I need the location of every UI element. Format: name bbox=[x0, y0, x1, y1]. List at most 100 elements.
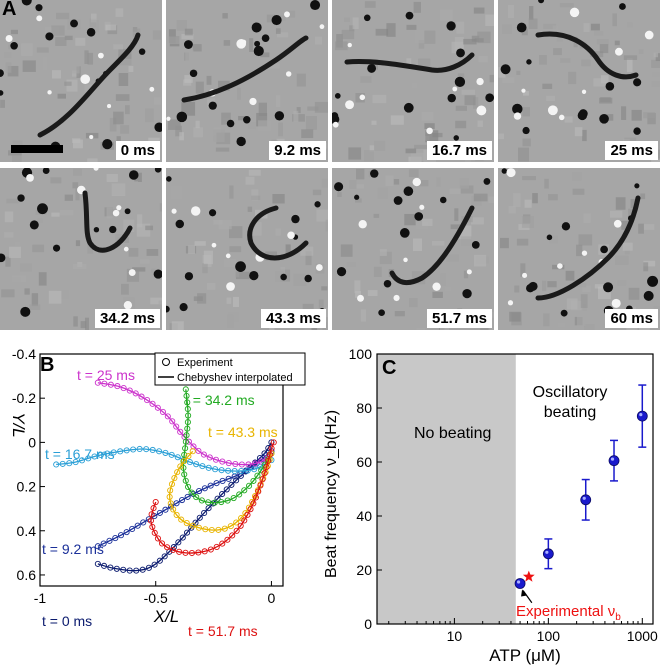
experiment-marker bbox=[184, 399, 191, 406]
experiment-marker bbox=[149, 523, 156, 530]
experiment-marker bbox=[91, 453, 98, 460]
experiment-marker bbox=[156, 557, 163, 564]
experiment-marker bbox=[183, 392, 190, 399]
frame-time-label: 25 ms bbox=[605, 141, 658, 160]
experiment-marker bbox=[176, 548, 183, 555]
experiment-marker bbox=[241, 487, 248, 494]
experiment-marker bbox=[196, 514, 203, 521]
experiment-marker bbox=[224, 536, 231, 543]
experiment-marker bbox=[113, 565, 120, 572]
experiment-marker bbox=[164, 413, 171, 420]
experiment-marker bbox=[162, 506, 169, 513]
experiment-marker bbox=[244, 467, 251, 474]
experiment-marker bbox=[126, 567, 133, 574]
microscopy-frame: 34.2 ms bbox=[0, 168, 162, 330]
experiment-marker bbox=[149, 446, 156, 454]
experiment-marker bbox=[148, 511, 155, 518]
experiment-marker bbox=[154, 535, 161, 542]
experiment-marker bbox=[110, 449, 117, 456]
experiment-marker bbox=[133, 567, 140, 574]
experiment-marker bbox=[53, 461, 60, 468]
experiment-marker bbox=[159, 408, 166, 415]
experiment-marker bbox=[195, 524, 203, 531]
experiment-marker bbox=[201, 509, 208, 516]
legend-marker-circle bbox=[162, 358, 170, 366]
experiment-marker bbox=[245, 461, 252, 468]
experiment-marker bbox=[100, 540, 107, 547]
x-tick-label: 100 bbox=[537, 628, 561, 644]
experiment-marker bbox=[246, 482, 253, 489]
microscopy-frame: 9.2 ms bbox=[166, 0, 328, 162]
experiment-marker bbox=[186, 459, 193, 466]
experiment-marker bbox=[189, 448, 196, 455]
experiment-marker bbox=[241, 517, 248, 524]
experiment-marker bbox=[212, 456, 220, 463]
experiment-marker bbox=[183, 520, 190, 527]
curve-time-label: t = 9.2 ms bbox=[42, 541, 104, 557]
frame-time-label: 0 ms bbox=[115, 141, 160, 160]
experiment-marker bbox=[270, 439, 277, 446]
experiment-marker bbox=[254, 472, 261, 479]
experiment-marker bbox=[227, 523, 234, 530]
experiment-marker bbox=[200, 451, 207, 458]
experiment-marker bbox=[266, 451, 273, 458]
experiment-marker bbox=[202, 526, 209, 533]
experiment-marker bbox=[162, 449, 169, 456]
experiment-marker bbox=[181, 458, 188, 465]
experiment-marker bbox=[219, 540, 226, 547]
panel-b-label: B bbox=[40, 354, 54, 376]
experiment-marker bbox=[184, 529, 191, 536]
experiment-marker bbox=[230, 494, 237, 502]
experiment-marker bbox=[252, 494, 259, 501]
panel-c-label: C bbox=[382, 357, 396, 379]
experiment-marker bbox=[185, 453, 192, 460]
experiment-marker bbox=[198, 497, 205, 504]
experiment-marker bbox=[170, 506, 177, 513]
experiment-marker bbox=[184, 419, 191, 426]
experiment-marker bbox=[205, 464, 212, 471]
panel-a: 0 ms 9.2 ms 16.7 ms 25 ms 34.2 ms 43.3 ms 51.7… bbox=[0, 0, 660, 334]
y-axis-label: Beat frequency ν_b(Hz) bbox=[323, 410, 340, 578]
experiment-marker bbox=[174, 454, 181, 461]
experiment-marker bbox=[177, 428, 184, 435]
experiment-marker bbox=[154, 404, 161, 411]
experiment-marker bbox=[156, 509, 163, 516]
experiment-marker bbox=[107, 564, 114, 571]
no-beating-label: No beating bbox=[414, 425, 491, 442]
experiment-marker bbox=[182, 386, 189, 393]
oscillatory-label: Oscillatory bbox=[533, 384, 608, 401]
legend-box: Experiment Chebyshev interpolated bbox=[154, 352, 306, 386]
experiment-marker bbox=[85, 455, 92, 462]
experiment-marker bbox=[233, 477, 240, 484]
y-tick-label: 40 bbox=[356, 508, 372, 524]
experiment-marker bbox=[94, 543, 101, 550]
y-tick-label: 80 bbox=[356, 400, 372, 416]
experiment-marker bbox=[183, 432, 190, 439]
y-tick-label: 0.2 bbox=[17, 479, 37, 495]
y-tick-label: 0 bbox=[28, 434, 36, 450]
experiment-marker bbox=[206, 454, 213, 461]
experiment-marker bbox=[251, 466, 258, 473]
experiment-marker bbox=[120, 385, 127, 392]
y-tick-label: 100 bbox=[349, 346, 373, 362]
x-tick-label: 0 bbox=[268, 590, 276, 606]
experiment-marker bbox=[181, 451, 188, 458]
experiment-marker bbox=[167, 500, 174, 507]
experiment-marker bbox=[250, 500, 257, 507]
experiment-marker bbox=[182, 445, 189, 452]
experiment-marker bbox=[219, 490, 226, 498]
experiment-marker bbox=[117, 532, 125, 539]
y-tick-label: -0.2 bbox=[12, 390, 36, 406]
experiment-marker bbox=[212, 466, 219, 473]
experiment-marker bbox=[213, 543, 220, 550]
filament-curve bbox=[97, 450, 272, 547]
experiment-marker bbox=[185, 412, 192, 419]
experiment-marker bbox=[184, 425, 191, 432]
experiment-marker bbox=[201, 485, 208, 492]
experiment-marker bbox=[225, 467, 232, 474]
filament-curve bbox=[150, 442, 275, 554]
panel-c-chart: 10 100 1000 0 20 40 60 80 100 ATP (μM) Beat freque… bbox=[323, 346, 658, 665]
experiment-marker bbox=[193, 461, 200, 468]
experiment-marker bbox=[129, 525, 136, 532]
frame-time-label: 9.2 ms bbox=[269, 141, 326, 160]
